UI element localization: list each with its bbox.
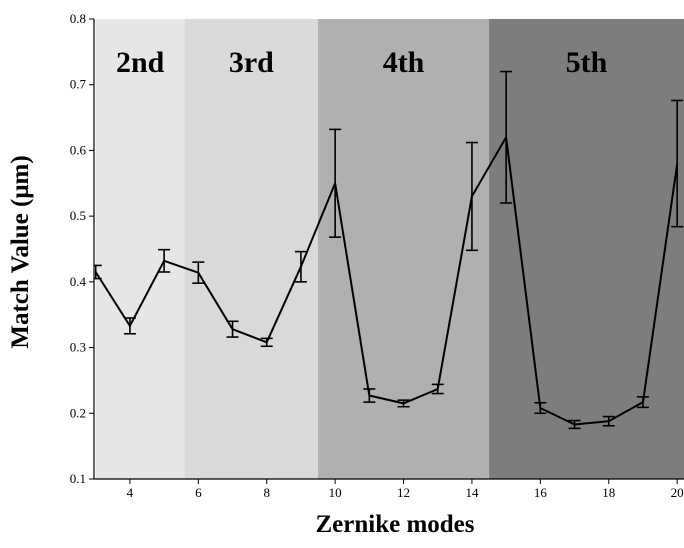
x-tick-label: 14 (465, 485, 479, 500)
y-tick-label: 0.1 (70, 471, 86, 486)
y-tick-label: 0.6 (70, 142, 87, 157)
x-tick-label: 10 (329, 485, 342, 500)
y-tick-label: 0.7 (70, 77, 87, 92)
y-tick-label: 0.4 (70, 274, 87, 289)
x-tick-label: 18 (602, 485, 615, 500)
band-4 (489, 19, 684, 479)
y-axis-title: Match Value (μm) (7, 155, 34, 348)
band-label-4th: 4th (383, 46, 425, 79)
band-label-2nd: 2nd (116, 46, 165, 79)
series-0-line (94, 134, 679, 426)
axes: 0.1 0.2 0.3 0.4 0.5 0.6 0.7 0.8 4 6 8 10 12 14 16 18 20 (70, 11, 684, 500)
y-tick-label: 0.3 (70, 340, 86, 355)
x-tick-label: 16 (534, 485, 548, 500)
series (94, 134, 679, 426)
order-band-labels: 2nd 3rd 4th 5th (116, 46, 608, 79)
x-tick-label: 20 (671, 485, 684, 500)
y-tick-label: 0.5 (70, 208, 86, 223)
x-tick-label: 8 (263, 485, 270, 500)
y-tick-label: 0.8 (70, 11, 86, 26)
band-label-3rd: 3rd (229, 46, 274, 79)
band-1 (95, 19, 185, 479)
y-tick-label: 0.2 (70, 405, 86, 420)
x-axis-title: Zernike modes (315, 511, 474, 538)
x-tick-label: 6 (195, 485, 202, 500)
x-tick-label: 12 (397, 485, 410, 500)
x-tick-label: 4 (127, 485, 134, 500)
band-label-5th: 5th (566, 46, 608, 79)
band-2 (184, 19, 319, 479)
order-bands (95, 19, 684, 479)
